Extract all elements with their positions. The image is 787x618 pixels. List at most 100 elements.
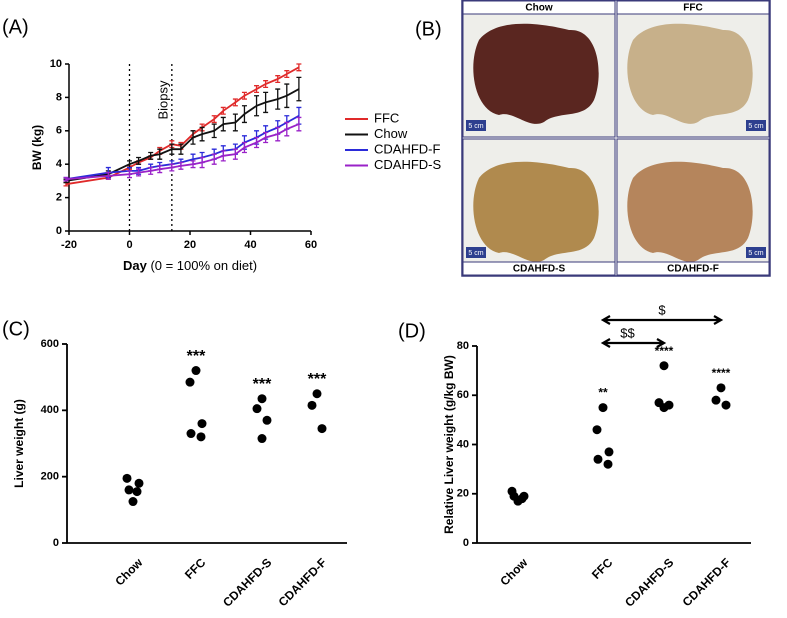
photo-caption-band [616, 0, 770, 15]
y-axis-label: BW (kg) [30, 125, 44, 170]
error-bar [220, 116, 226, 132]
significance: *** [253, 376, 272, 393]
error-bar [296, 116, 302, 132]
scale-box [466, 120, 486, 131]
error-bar [136, 168, 142, 177]
error-bar [157, 165, 163, 174]
data-point [185, 377, 195, 387]
series-line [65, 88, 300, 182]
error-bar [284, 70, 290, 79]
photo-title: Chow [525, 3, 552, 14]
error-bar [157, 148, 163, 160]
data-point [307, 400, 317, 410]
error-bar [296, 76, 302, 102]
error-bar [178, 143, 184, 155]
error-bar [275, 75, 281, 84]
scale-label: 5 cm [748, 123, 763, 130]
y-tick-label: 0 [53, 537, 59, 549]
y-tick-label: 200 [41, 471, 59, 483]
comparison-arrow [600, 315, 724, 325]
data-point [659, 403, 669, 413]
liver [473, 161, 599, 262]
legend-label: CDAHFD-F [374, 141, 440, 156]
data-point [124, 485, 134, 495]
error-bar [241, 91, 247, 100]
y-tick-label: 0 [56, 225, 62, 237]
scale-label: 5 cm [468, 250, 483, 257]
error-bar [105, 171, 111, 180]
photo-caption-band [462, 261, 616, 276]
error-bar [254, 85, 260, 94]
error-bar [241, 141, 247, 154]
significance: **** [655, 344, 674, 358]
error-bar [275, 126, 281, 142]
y-tick-label: 10 [50, 58, 62, 70]
data-point [593, 454, 603, 464]
x-axis-label-note: (0 = 100% on diet) [150, 258, 257, 273]
photo-title: CDAHFD-F [667, 264, 719, 275]
x-tick-label: 0 [126, 239, 132, 251]
legend-label: CDAHFD-S [374, 157, 441, 172]
data-point [604, 447, 614, 457]
photo-title: FFC [683, 3, 702, 14]
panel-label: (B) [415, 18, 442, 40]
y-tick-label: 4 [56, 158, 63, 170]
error-bar [232, 148, 238, 160]
x-tick-label: CDAHFD-F [276, 555, 330, 609]
data-point [257, 434, 267, 444]
error-bar [148, 166, 154, 175]
data-point [197, 419, 207, 429]
panel-label: (D) [398, 320, 426, 342]
y-tick-label: 20 [457, 488, 469, 500]
error-bar [284, 121, 290, 137]
legend-label: Chow [374, 126, 408, 141]
data-point [592, 425, 602, 435]
data-point [186, 429, 196, 439]
y-axis-label: Relative Liver weight (g/kg BW) [442, 355, 456, 534]
error-bar [199, 156, 205, 169]
x-tick-label: -20 [61, 239, 77, 251]
error-bar [232, 98, 238, 107]
y-axis-label: Liver weight (g) [12, 399, 26, 488]
y-tick-label: 600 [41, 338, 59, 350]
scale-box [746, 120, 766, 131]
scale-label: 5 cm [748, 250, 763, 257]
x-axis-label: Day (0 = 100% on diet) [123, 258, 257, 273]
data-point [716, 383, 726, 393]
error-bar [190, 130, 196, 145]
data-point [262, 415, 272, 425]
y-tick-label: 40 [457, 438, 469, 450]
panel-label: (A) [2, 16, 29, 38]
significance: **** [712, 366, 731, 380]
error-bar [63, 176, 69, 182]
error-bar [232, 113, 238, 132]
x-tick-label: FFC [182, 555, 209, 582]
x-tick-label: CDAHFD-S [220, 555, 274, 609]
liver [473, 23, 599, 124]
data-point [513, 496, 523, 506]
data-point [598, 403, 608, 413]
x-tick-label: 40 [244, 239, 256, 251]
data-point [252, 404, 262, 414]
error-bar [296, 63, 302, 72]
x-tick-label: 20 [184, 239, 196, 251]
error-bar [211, 123, 217, 139]
legend-label: FFC [374, 110, 399, 125]
error-bar [136, 156, 142, 165]
data-point [317, 424, 327, 434]
error-bar [148, 151, 154, 160]
data-point [128, 497, 138, 507]
significance: *** [187, 348, 206, 365]
error-bar [254, 136, 260, 149]
error-bar [190, 160, 196, 169]
x-tick-label: FFC [589, 555, 616, 582]
comparison-label: $ [658, 302, 666, 317]
data-point [134, 478, 144, 488]
data-point [659, 361, 669, 371]
x-tick-label: CDAHFD-S [622, 555, 676, 609]
data-point [122, 473, 132, 483]
data-point [711, 395, 721, 405]
data-point [721, 400, 731, 410]
x-tick-label: 60 [305, 239, 317, 251]
